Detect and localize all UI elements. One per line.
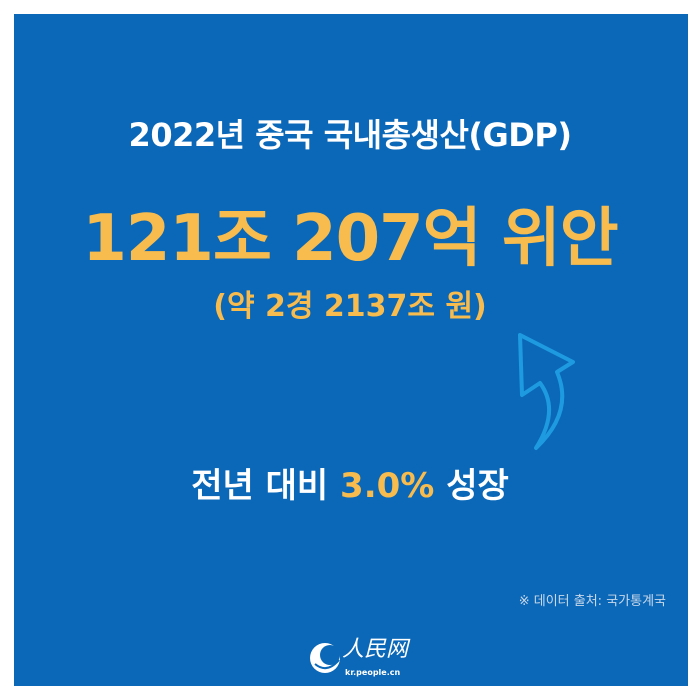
logo-name: 人民网 [342,637,409,662]
page-title: 2022년 중국 국내총생산(GDP) [128,116,572,154]
gdp-value: 121조 207억 위안 [82,202,618,276]
gdp-value-krw: (약 2경 2137조 원) [213,289,487,324]
growth-suffix: 성장 [446,466,509,506]
people-daily-logo-icon [310,643,340,673]
growth-prefix: 전년 대비 [191,466,329,506]
logo-url: kr.people.cn [345,668,401,677]
growth-text: 전년 대비 3.0% 성장 [0,466,700,506]
data-source: ※ 데이터 출처: 국가통계국 [518,594,666,609]
growth-rate: 3.0% [340,466,435,506]
background-panel [14,14,688,686]
